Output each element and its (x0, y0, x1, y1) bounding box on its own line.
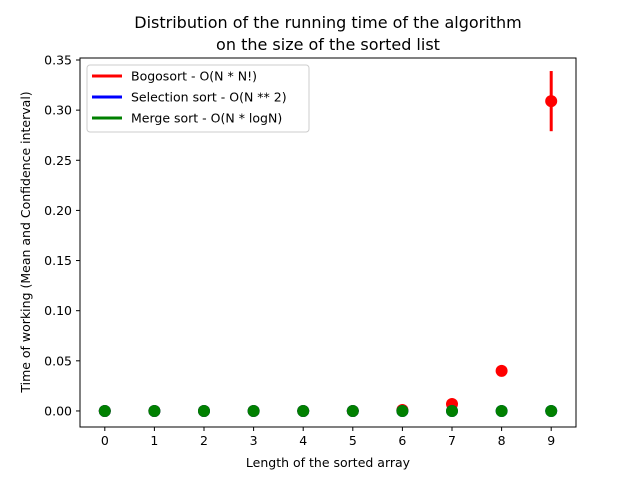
y-tick-label: 0.00 (44, 403, 72, 418)
data-point (148, 404, 161, 417)
legend-label: Merge sort - O(N * logN) (131, 111, 282, 126)
x-tick-label: 4 (299, 433, 307, 448)
data-point (396, 404, 409, 417)
chart-title-line-1: Distribution of the running time of the … (134, 13, 521, 32)
y-tick-label: 0.15 (44, 253, 72, 268)
y-tick-label: 0.30 (44, 103, 72, 118)
x-tick-label: 5 (349, 433, 357, 448)
legend: Bogosort - O(N * N!) Selection sort - O(N… (86, 64, 310, 133)
data-point (198, 404, 210, 417)
y-tick-label: 0.35 (44, 53, 72, 68)
series-2 (98, 404, 558, 417)
y-axis-ticks: 0.00 0.05 0.10 0.15 0.20 0.25 0.30 0.35 (44, 53, 80, 418)
chart-title-line-2: on the size of the sorted list (216, 35, 440, 54)
x-tick-label: 8 (498, 433, 506, 448)
data-point (545, 95, 558, 108)
y-tick-label: 0.25 (44, 153, 72, 168)
data-point (346, 404, 359, 417)
x-tick-label: 3 (250, 433, 258, 448)
data-point (247, 404, 260, 417)
x-tick-label: 1 (150, 433, 158, 448)
x-tick-label: 2 (200, 433, 208, 448)
y-axis-label: Time of working (Mean and Confidence int… (18, 91, 33, 393)
legend-box (86, 64, 310, 133)
data-point (495, 404, 508, 417)
legend-label: Selection sort - O(N ** 2) (131, 90, 287, 105)
data-point (545, 404, 558, 417)
plot-area (79, 57, 577, 428)
x-tick-label: 9 (547, 433, 555, 448)
y-tick-label: 0.20 (44, 203, 72, 218)
data-point (495, 364, 508, 377)
x-axis-ticks: 0 1 2 3 4 5 6 7 8 9 (101, 427, 555, 448)
x-tick-label: 7 (448, 433, 456, 448)
data-marks (98, 71, 558, 417)
axes-frame (79, 57, 577, 428)
data-point (446, 404, 458, 417)
y-tick-label: 0.05 (44, 353, 72, 368)
data-point (98, 404, 111, 417)
x-tick-label: 0 (101, 433, 109, 448)
x-axis-label: Length of the sorted array (246, 455, 411, 470)
legend-label: Bogosort - O(N * N!) (131, 69, 257, 84)
data-point (297, 404, 310, 417)
y-tick-label: 0.10 (44, 303, 72, 318)
x-tick-label: 6 (398, 433, 406, 448)
